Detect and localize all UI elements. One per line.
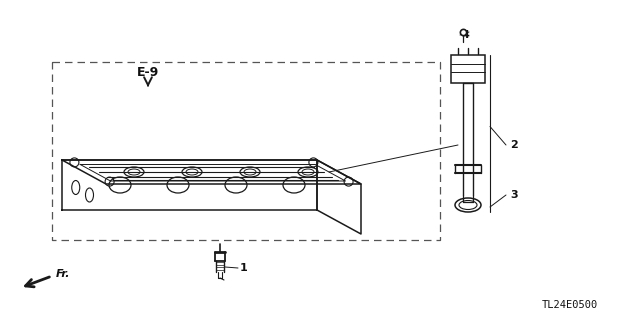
Text: 2: 2 xyxy=(510,140,518,150)
Text: 4: 4 xyxy=(462,30,470,40)
Text: TL24E0500: TL24E0500 xyxy=(542,300,598,310)
Text: E-9: E-9 xyxy=(137,65,159,78)
Bar xyxy=(451,55,485,83)
Text: Fr.: Fr. xyxy=(56,269,70,279)
Text: 3: 3 xyxy=(510,190,518,200)
Text: 1: 1 xyxy=(240,263,248,273)
